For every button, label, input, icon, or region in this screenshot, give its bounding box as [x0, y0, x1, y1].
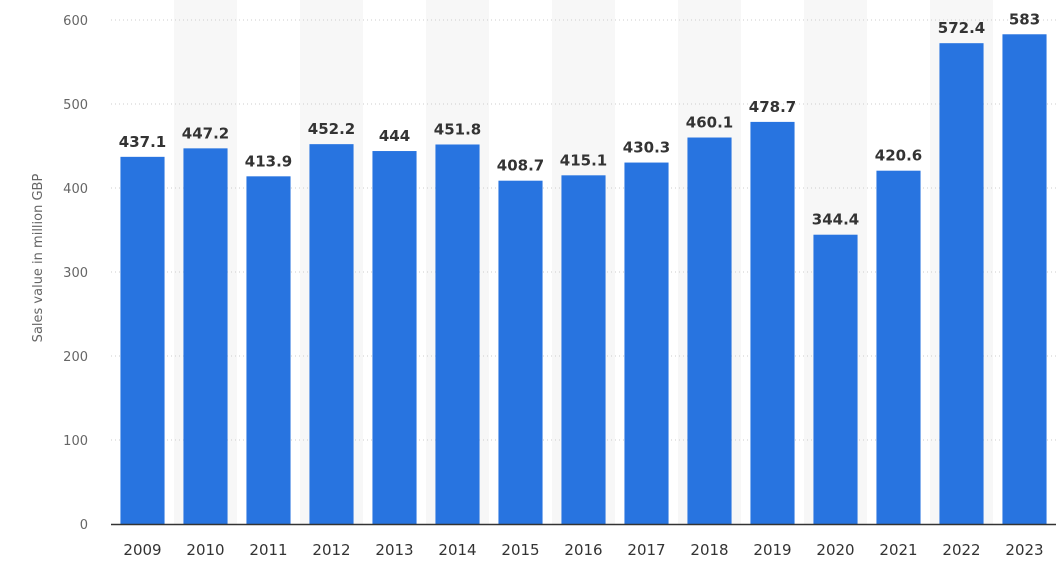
x-tick-label-2019: 2019 [753, 541, 791, 559]
value-label-2021: 420.6 [875, 147, 922, 165]
x-tick-label-2023: 2023 [1005, 541, 1043, 559]
bar-2014[interactable] [435, 144, 480, 524]
bar-2021[interactable] [876, 170, 921, 525]
bar-2012[interactable] [309, 144, 354, 525]
x-tick-label-2012: 2012 [312, 541, 350, 559]
x-tick-label-2009: 2009 [123, 541, 161, 559]
value-label-2010: 447.2 [182, 124, 229, 142]
bars [120, 34, 1047, 525]
value-label-2014: 451.8 [434, 120, 481, 138]
x-tick-label-2014: 2014 [438, 541, 476, 559]
value-label-2009: 437.1 [119, 133, 166, 151]
y-axis-title: Sales value in million GBP [31, 174, 46, 343]
y-tick-label: 600 [63, 14, 88, 29]
bar-2010[interactable] [183, 148, 228, 525]
value-label-2017: 430.3 [623, 139, 670, 157]
x-tick-label-2020: 2020 [816, 541, 854, 559]
bar-2023[interactable] [1002, 34, 1047, 524]
value-label-2018: 460.1 [686, 114, 733, 132]
x-tick-label-2021: 2021 [879, 541, 917, 559]
value-label-2015: 408.7 [497, 157, 544, 175]
x-tick-label-2022: 2022 [942, 541, 980, 559]
y-tick-label: 300 [63, 266, 88, 281]
bar-2017[interactable] [624, 162, 669, 524]
y-tick-label: 500 [63, 98, 88, 113]
x-tick-label-2018: 2018 [690, 541, 728, 559]
x-tick-label-2017: 2017 [627, 541, 665, 559]
value-label-2011: 413.9 [245, 152, 292, 170]
value-label-2022: 572.4 [938, 19, 985, 37]
value-label-2020: 344.4 [812, 211, 859, 229]
bar-2016[interactable] [561, 175, 606, 525]
bar-2022[interactable] [939, 43, 984, 525]
x-axis-ticks: 2009 2010 2011 2012 2013 2014 2015 2016 2017 2018… [123, 541, 1043, 559]
x-tick-label-2011: 2011 [249, 541, 287, 559]
value-label-2016: 415.1 [560, 151, 607, 169]
y-axis-ticks: 0 100 200 300 400 500 600 [63, 14, 88, 533]
x-tick-label-2013: 2013 [375, 541, 413, 559]
value-label-2012: 452.2 [308, 120, 355, 138]
bar-2013[interactable] [372, 151, 417, 525]
bar-2019[interactable] [750, 121, 795, 524]
bar-2009[interactable] [120, 156, 165, 524]
x-tick-label-2010: 2010 [186, 541, 224, 559]
value-label-2013: 444 [379, 127, 410, 145]
y-tick-label: 0 [80, 518, 88, 533]
bar-2020[interactable] [813, 234, 858, 525]
y-tick-label: 200 [63, 350, 88, 365]
x-tick-label-2016: 2016 [564, 541, 602, 559]
value-labels: 437.1 447.2 413.9 452.2 444 451.8 408.7 415.1 43… [119, 10, 1040, 228]
value-label-2019: 478.7 [749, 98, 796, 116]
bar-2018[interactable] [687, 137, 732, 525]
bar-2011[interactable] [246, 176, 291, 524]
bar-2015[interactable] [498, 180, 543, 524]
y-tick-label: 400 [63, 182, 88, 197]
value-label-2023: 583 [1009, 10, 1040, 28]
x-tick-label-2015: 2015 [501, 541, 539, 559]
y-tick-label: 100 [63, 434, 88, 449]
